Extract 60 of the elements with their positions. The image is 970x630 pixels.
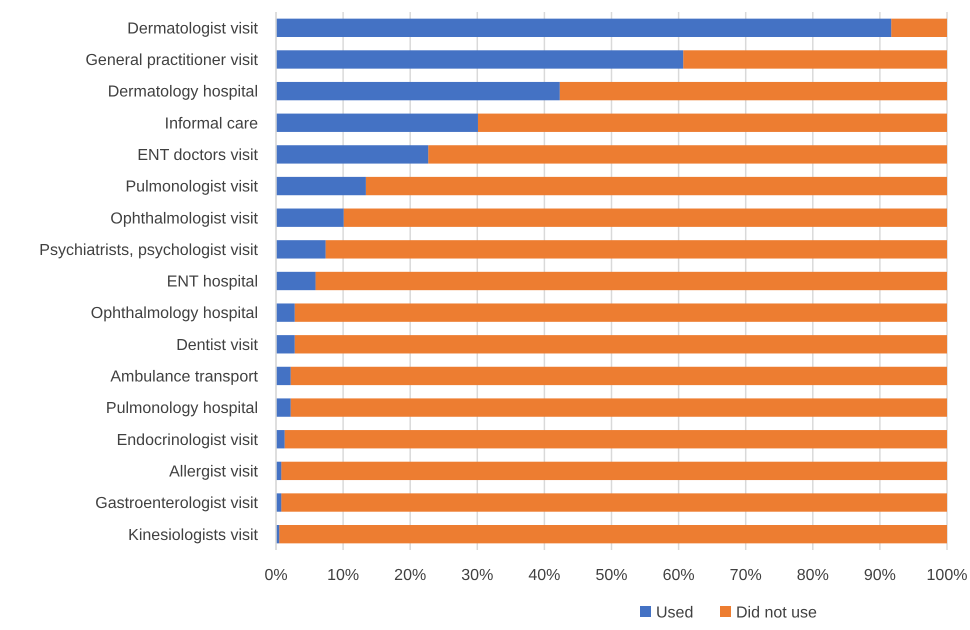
x-tick-label: 80%: [796, 567, 829, 584]
bar: [560, 82, 947, 100]
bar: [281, 462, 947, 480]
bar: [294, 335, 947, 354]
bar: [276, 303, 295, 322]
y-tick-label: Gastroenterologist visit: [95, 495, 259, 512]
bar: [276, 176, 366, 196]
legend-label: Used: [656, 604, 694, 622]
y-tick-label: Ambulance transport: [110, 368, 259, 386]
y-tick-label: Informal care: [164, 115, 258, 132]
bar: [428, 145, 947, 164]
x-tick-label: 90%: [864, 567, 896, 584]
y-tick-label: Pulmonology hospital: [106, 400, 258, 418]
x-tick-label: 20%: [394, 567, 426, 584]
y-tick-label: Ophthalmology hospital: [90, 305, 258, 322]
x-tick-label: 40%: [528, 567, 560, 584]
bar: [891, 18, 947, 37]
bar: [276, 366, 291, 386]
bar: [276, 240, 326, 259]
bar: [276, 208, 344, 227]
y-tick-label: Endocrinologist visit: [116, 432, 259, 449]
bar: [284, 430, 947, 448]
bar: [276, 18, 892, 37]
x-tick-label: 0%: [264, 567, 288, 584]
x-tick-label: 30%: [461, 567, 494, 584]
bar: [276, 145, 428, 164]
bar: [276, 114, 478, 132]
bar: [281, 493, 947, 512]
y-tick-label: Allergist visit: [169, 463, 259, 480]
x-tick-label: 60%: [662, 567, 695, 584]
y-tick-label: Ophthalmologist visit: [110, 210, 259, 228]
bar: [276, 335, 295, 354]
bar: [276, 398, 291, 417]
bar: [683, 50, 947, 69]
y-tick-label: Dentist visit: [176, 336, 259, 354]
y-tick-label: ENT doctors visit: [137, 147, 259, 164]
y-tick-label: Dermatologist visit: [127, 20, 259, 38]
y-tick-label: ENT hospital: [166, 274, 258, 291]
x-tick-label: 10%: [327, 567, 360, 584]
y-tick-label: Kinesiologists visit: [128, 526, 259, 544]
bar: [478, 114, 947, 132]
bar: [344, 208, 947, 227]
y-tick-label: Dermatology hospital: [108, 84, 258, 101]
bar: [294, 303, 947, 322]
bar: [290, 366, 947, 386]
x-tick-label: 50%: [595, 567, 628, 584]
bar: [276, 50, 684, 69]
bar: [290, 398, 947, 417]
y-tick-label: Pulmonologist visit: [126, 178, 259, 196]
bar: [279, 525, 947, 544]
bar: [366, 176, 947, 196]
legend-label: Did not use: [736, 604, 818, 622]
x-tick-label: 70%: [730, 567, 762, 584]
bar: [276, 272, 316, 290]
y-tick-label: General practitioner visit: [85, 52, 259, 70]
bar: [316, 272, 947, 290]
x-tick-label: 100%: [926, 567, 968, 584]
bar: [326, 240, 947, 259]
y-tick-label: Psychiatrists, psychologist visit: [39, 242, 259, 259]
bar: [276, 82, 560, 100]
